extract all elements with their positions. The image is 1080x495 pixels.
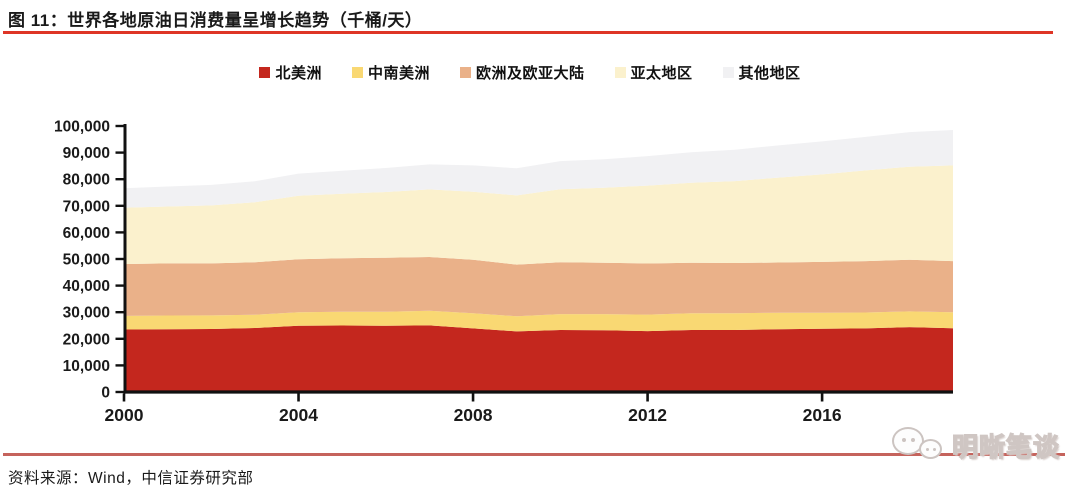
legend-swatch-central-south-america <box>351 67 363 78</box>
x-tick-label: 2012 <box>628 405 667 425</box>
chart-legend: 北美洲 中南美洲 欧洲及欧亚大陆 亚太地区 其他地区 <box>0 62 1060 83</box>
legend-item-north-america: 北美洲 <box>259 62 322 83</box>
area-series-asia-pacific <box>124 165 953 265</box>
figure-title: 图 11：世界各地原油日消费量呈增长趋势（千桶/天） <box>8 11 423 30</box>
x-tick-label: 2004 <box>279 405 318 425</box>
y-tick-label: 20,000 <box>63 331 110 348</box>
legend-item-europe-eurasia: 欧洲及欧亚大陆 <box>459 62 585 83</box>
y-tick-label: 0 <box>101 385 110 402</box>
area-series-europe-eurasia <box>124 257 953 317</box>
legend-label-north-america: 北美洲 <box>275 65 322 82</box>
legend-swatch-other-regions <box>722 67 734 78</box>
x-tick-label: 2008 <box>454 405 493 425</box>
y-tick-label: 100,000 <box>54 119 110 136</box>
brand-watermark: 明晰笔谈 <box>890 425 1065 463</box>
legend-label-europe-eurasia: 欧洲及欧亚大陆 <box>475 65 585 82</box>
legend-item-asia-pacific: 亚太地区 <box>614 62 693 83</box>
legend-item-other-regions: 其他地区 <box>722 62 801 83</box>
chart-canvas: 0 10,000 20,000 30,000 40,000 50,000 60,000 70,… <box>54 119 953 425</box>
x-tick-label: 2016 <box>803 405 842 425</box>
legend-label-other-regions: 其他地区 <box>738 65 801 82</box>
y-tick-label: 40,000 <box>63 278 110 295</box>
y-tick-label: 70,000 <box>63 198 110 215</box>
legend-item-central-south-america: 中南美洲 <box>351 62 430 83</box>
legend-label-asia-pacific: 亚太地区 <box>630 65 693 82</box>
area-series-north-america <box>124 325 953 392</box>
y-tick-label: 60,000 <box>63 225 110 242</box>
watermark-text: 明晰笔谈 <box>951 431 1061 462</box>
y-tick-label: 30,000 <box>63 305 110 322</box>
title-underline-rule <box>3 31 1053 34</box>
source-note: 资料来源：Wind，中信证券研究部 <box>8 470 254 487</box>
stacked-area-chart: 0 10,000 20,000 30,000 40,000 50,000 60,000 70,… <box>54 119 953 425</box>
area-series-other-regions <box>124 130 953 208</box>
wechat-chat-bubble-small-icon <box>919 439 942 459</box>
y-tick-label: 10,000 <box>63 358 110 375</box>
legend-swatch-asia-pacific <box>614 67 626 78</box>
area-series-central-south-america <box>124 310 953 332</box>
legend-swatch-north-america <box>259 67 271 78</box>
legend-swatch-europe-eurasia <box>459 67 471 78</box>
x-tick-label: 2000 <box>105 405 144 425</box>
y-tick-label: 90,000 <box>63 145 110 162</box>
y-tick-label: 80,000 <box>63 172 110 189</box>
footer-rule <box>3 453 1065 456</box>
legend-label-central-south-america: 中南美洲 <box>367 65 430 82</box>
y-tick-label: 50,000 <box>63 252 110 269</box>
